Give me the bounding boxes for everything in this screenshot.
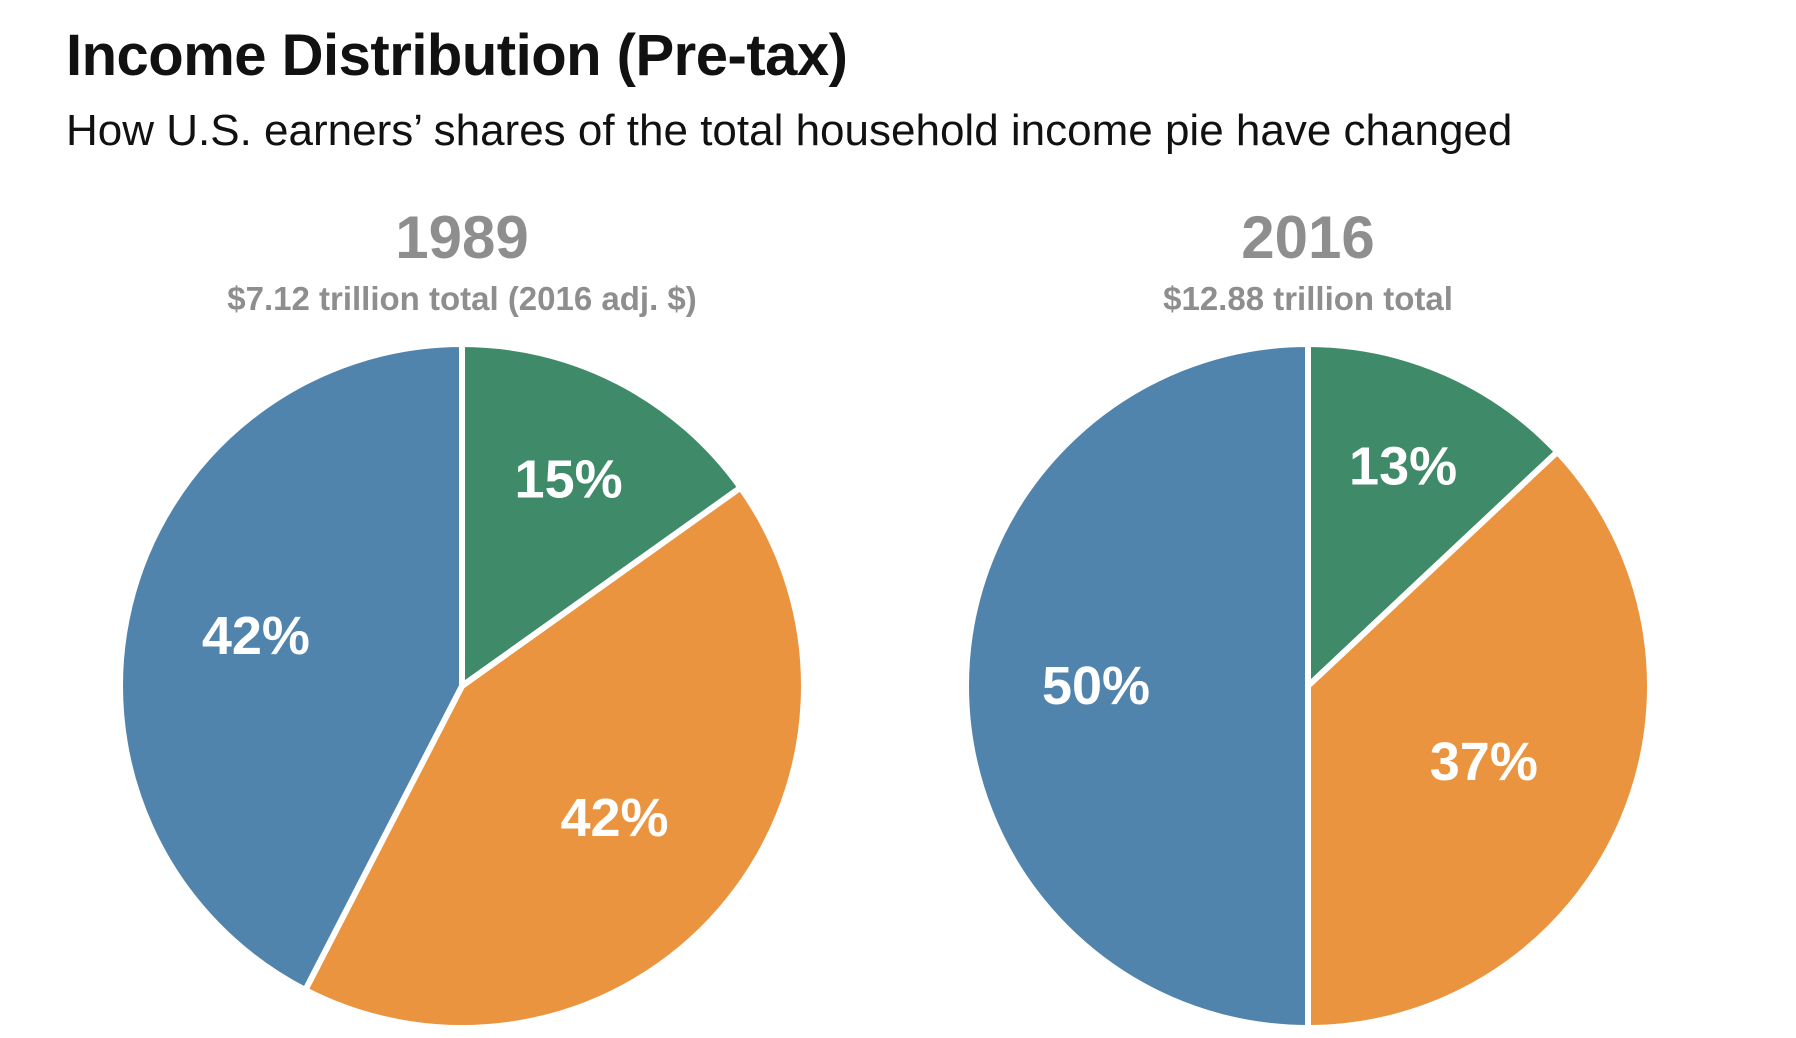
pie-total-label: $12.88 trillion total — [1163, 280, 1453, 317]
pie-slice — [1305, 341, 1561, 689]
pie-year-label: 2016 — [1241, 204, 1374, 271]
pie-2016: 2016 $12.88 trillion total 13% 37% 50% — [963, 204, 1654, 1031]
slice-value-label: 42% — [202, 606, 310, 666]
chart-subtitle: How U.S. earners’ shares of the total ho… — [66, 106, 1513, 155]
pie-slice — [302, 484, 807, 1031]
slice-value-label: 37% — [1430, 732, 1538, 792]
slice-value-label: 42% — [560, 788, 668, 848]
pie-year-label: 1989 — [395, 204, 528, 271]
pie-slice — [1305, 448, 1654, 1031]
pie-slice — [963, 341, 1311, 1031]
pie-total-label: $7.12 trillion total (2016 adj. $) — [227, 280, 697, 317]
slice-value-label: 15% — [515, 449, 623, 509]
pie-slice — [117, 341, 465, 993]
slice-value-label: 13% — [1349, 436, 1457, 496]
pie-1989: 1989 $7.12 trillion total (2016 adj. $) … — [117, 204, 807, 1031]
pie-slice — [459, 341, 744, 689]
slice-value-label: 50% — [1042, 656, 1150, 716]
chart-title: Income Distribution (Pre-tax) — [66, 23, 848, 88]
